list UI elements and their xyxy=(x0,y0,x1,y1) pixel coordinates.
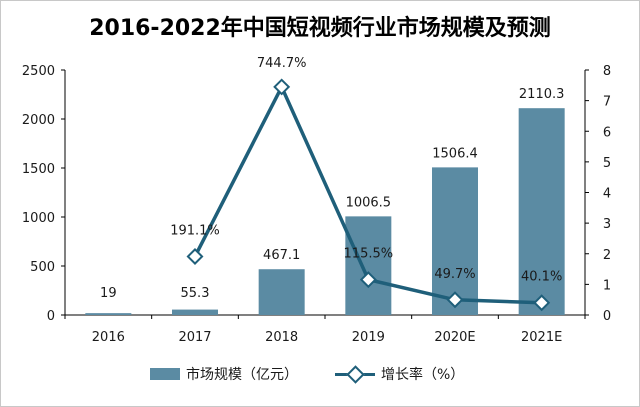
right-tick-label: 1 xyxy=(603,278,611,293)
legend-item-growth-rate: 增长率（%） xyxy=(335,362,464,386)
chart-title: 2016-2022年中国短视频行业市场规模及预测 xyxy=(89,16,551,41)
right-tick-label: 5 xyxy=(603,156,611,171)
right-tick-label: 4 xyxy=(603,187,611,202)
x-tick-label: 2018 xyxy=(265,330,298,345)
left-tick-label: 500 xyxy=(30,260,55,275)
bar-value-label: 467.1 xyxy=(263,248,300,263)
right-tick-label: 8 xyxy=(603,64,611,79)
bar-value-label: 1006.5 xyxy=(346,195,392,210)
bar-value-label: 19 xyxy=(100,286,117,301)
legend-line-swatch xyxy=(335,365,375,384)
legend-bar-swatch xyxy=(150,368,180,380)
x-tick-label: 2021E xyxy=(521,330,562,345)
right-tick-label: 3 xyxy=(603,217,611,232)
growth-marker-2021E xyxy=(533,294,551,312)
chart-legend: 市场规模（亿元） 增长率（%） xyxy=(0,362,640,386)
bar-2019 xyxy=(345,216,392,315)
bar-2017 xyxy=(172,309,218,315)
legend-label-market-size: 市场规模（亿元） xyxy=(186,367,298,383)
growth-marker-2017 xyxy=(186,247,204,265)
x-tick-label: 2017 xyxy=(178,330,211,345)
growth-marker-2019 xyxy=(359,271,377,289)
legend-item-market-size: 市场规模（亿元） xyxy=(150,362,298,386)
growth-value-label: 744.7% xyxy=(257,56,307,71)
left-tick-label: 1000 xyxy=(22,211,55,226)
bar-value-label: 55.3 xyxy=(181,286,210,301)
x-tick-label: 2016 xyxy=(92,330,125,345)
growth-marker-2018 xyxy=(273,78,291,96)
growth-value-label: 191.1% xyxy=(170,223,220,238)
growth-marker-2020E xyxy=(446,291,464,309)
bar-2020E xyxy=(432,167,478,315)
left-tick-label: 0 xyxy=(47,309,55,324)
right-tick-label: 6 xyxy=(603,125,611,140)
right-tick-label: 0 xyxy=(603,309,611,324)
bar-value-label: 1506.4 xyxy=(432,146,478,161)
growth-value-label: 49.7% xyxy=(434,267,475,282)
legend-label-growth-rate: 增长率（%） xyxy=(381,367,465,383)
right-tick-label: 2 xyxy=(603,248,611,263)
x-tick-label: 2020E xyxy=(434,330,475,345)
growth-value-label: 40.1% xyxy=(521,270,562,285)
bar-2016 xyxy=(85,313,132,315)
bar-2018 xyxy=(258,269,305,315)
growth-value-label: 115.5% xyxy=(344,247,394,262)
left-tick-label: 2000 xyxy=(22,113,55,128)
bar-value-label: 2110.3 xyxy=(519,87,565,102)
right-tick-label: 7 xyxy=(603,95,611,110)
left-tick-label: 1500 xyxy=(22,162,55,177)
left-tick-label: 2500 xyxy=(22,64,55,79)
x-tick-label: 2019 xyxy=(352,330,385,345)
bar-2021E xyxy=(518,108,565,315)
